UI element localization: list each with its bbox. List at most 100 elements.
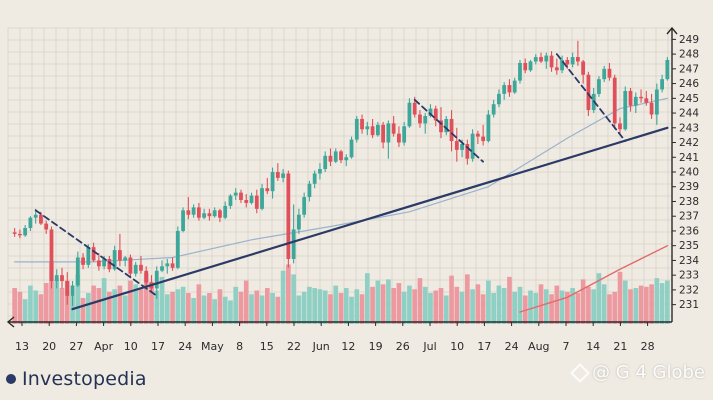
candle-body <box>265 188 270 192</box>
y-tick-label: 234 <box>679 255 699 267</box>
candle-body <box>433 108 438 121</box>
candle-body <box>228 195 233 206</box>
volume-bar <box>449 275 454 324</box>
candle-body <box>49 229 54 282</box>
x-tick-label: 26 <box>396 340 410 353</box>
volume-bar <box>328 294 333 324</box>
volume-bar <box>465 274 470 324</box>
candle-body <box>486 114 491 142</box>
volume-bar <box>322 290 328 324</box>
candle-body <box>360 118 364 130</box>
x-tick-label: Jul <box>422 340 436 353</box>
candle-body <box>96 260 101 267</box>
candle-body <box>565 60 570 65</box>
volume-bar <box>207 293 212 324</box>
brand-logo: Investopedia <box>6 368 147 390</box>
volume-bar <box>364 273 370 324</box>
volume-bar <box>659 283 665 324</box>
volume-bar <box>543 289 549 324</box>
candle-body <box>381 124 386 143</box>
y-tick-label: 247 <box>679 63 699 75</box>
moving-average-slow <box>519 245 669 313</box>
volume-bar <box>396 283 402 324</box>
y-tick-labels: 231 232 233 234 235 236 237 238 239 240 241 242 243 2… <box>672 34 699 311</box>
volume-bar <box>317 289 323 324</box>
candle-body <box>475 133 480 137</box>
candle-body <box>318 169 322 174</box>
volume-bar <box>112 289 117 324</box>
volume-bar <box>370 286 375 324</box>
candle-body <box>107 258 112 270</box>
volume-bar <box>528 290 533 324</box>
candle-body <box>186 210 191 215</box>
candle-body <box>412 102 417 115</box>
volume-bar <box>138 289 144 324</box>
x-tick-label: 20 <box>42 340 56 353</box>
volume-bar <box>428 293 433 324</box>
volume-bar <box>638 285 644 324</box>
candle-body <box>202 213 207 218</box>
candle-body <box>512 80 517 93</box>
volume-bar <box>443 295 449 324</box>
candle-body <box>86 247 91 265</box>
volume-bar <box>117 285 123 324</box>
volume-bar <box>559 290 565 324</box>
volume-bar <box>391 288 396 324</box>
candle-body <box>554 67 559 71</box>
volume-bar <box>217 289 223 324</box>
candle-body <box>60 275 64 282</box>
volume-bar <box>622 280 628 324</box>
volume-bar <box>28 285 33 324</box>
candle-body <box>275 172 280 178</box>
volume-bar <box>438 288 444 324</box>
volume-bar <box>286 264 291 324</box>
candles <box>12 40 670 307</box>
candle-body <box>639 96 643 99</box>
volume-bar <box>59 288 65 324</box>
volume-bar <box>454 286 460 324</box>
candle-body <box>460 144 464 150</box>
candle-body <box>570 57 575 65</box>
volume-bar <box>43 283 49 324</box>
candle-body <box>386 123 391 143</box>
candle-body <box>602 68 607 80</box>
volume-bar <box>85 293 91 324</box>
candle-body <box>418 114 422 124</box>
candle-body <box>191 207 196 215</box>
y-tick-label: 236 <box>679 225 699 237</box>
volume-bar <box>459 291 465 324</box>
candle-body <box>12 232 17 234</box>
volume-bar <box>475 284 481 324</box>
candle-body <box>507 85 512 93</box>
candle-body <box>470 133 475 159</box>
candle-body <box>370 126 375 136</box>
candle-body <box>144 270 149 283</box>
candle-body <box>444 118 449 133</box>
volume-bar <box>607 294 612 324</box>
candle-body <box>91 247 96 261</box>
volume-bar <box>243 280 249 324</box>
candle-body <box>586 74 591 111</box>
x-tick-label: 28 <box>641 340 655 353</box>
candle-body <box>44 223 49 230</box>
candle-body <box>39 214 43 224</box>
volume-bar <box>91 285 96 324</box>
candle-body <box>402 126 407 143</box>
candle-body <box>128 257 133 274</box>
candle-body <box>454 141 459 150</box>
x-tick-label: 10 <box>124 340 138 353</box>
volume-bar <box>343 288 349 324</box>
volume-bar <box>596 273 602 324</box>
volume-bar <box>470 289 475 324</box>
y-tick-label: 244 <box>679 108 699 120</box>
candle-body <box>286 173 291 259</box>
x-tick-label: Jun <box>312 340 330 353</box>
candle-body <box>597 79 601 94</box>
x-tick-label: 8 <box>236 340 243 353</box>
watermark: @ G 4 Globe <box>570 362 705 383</box>
candle-body <box>439 120 443 133</box>
candle-body <box>165 263 170 267</box>
volume-bar <box>107 291 112 324</box>
volume-bar <box>417 278 423 324</box>
candle-body <box>196 207 201 218</box>
